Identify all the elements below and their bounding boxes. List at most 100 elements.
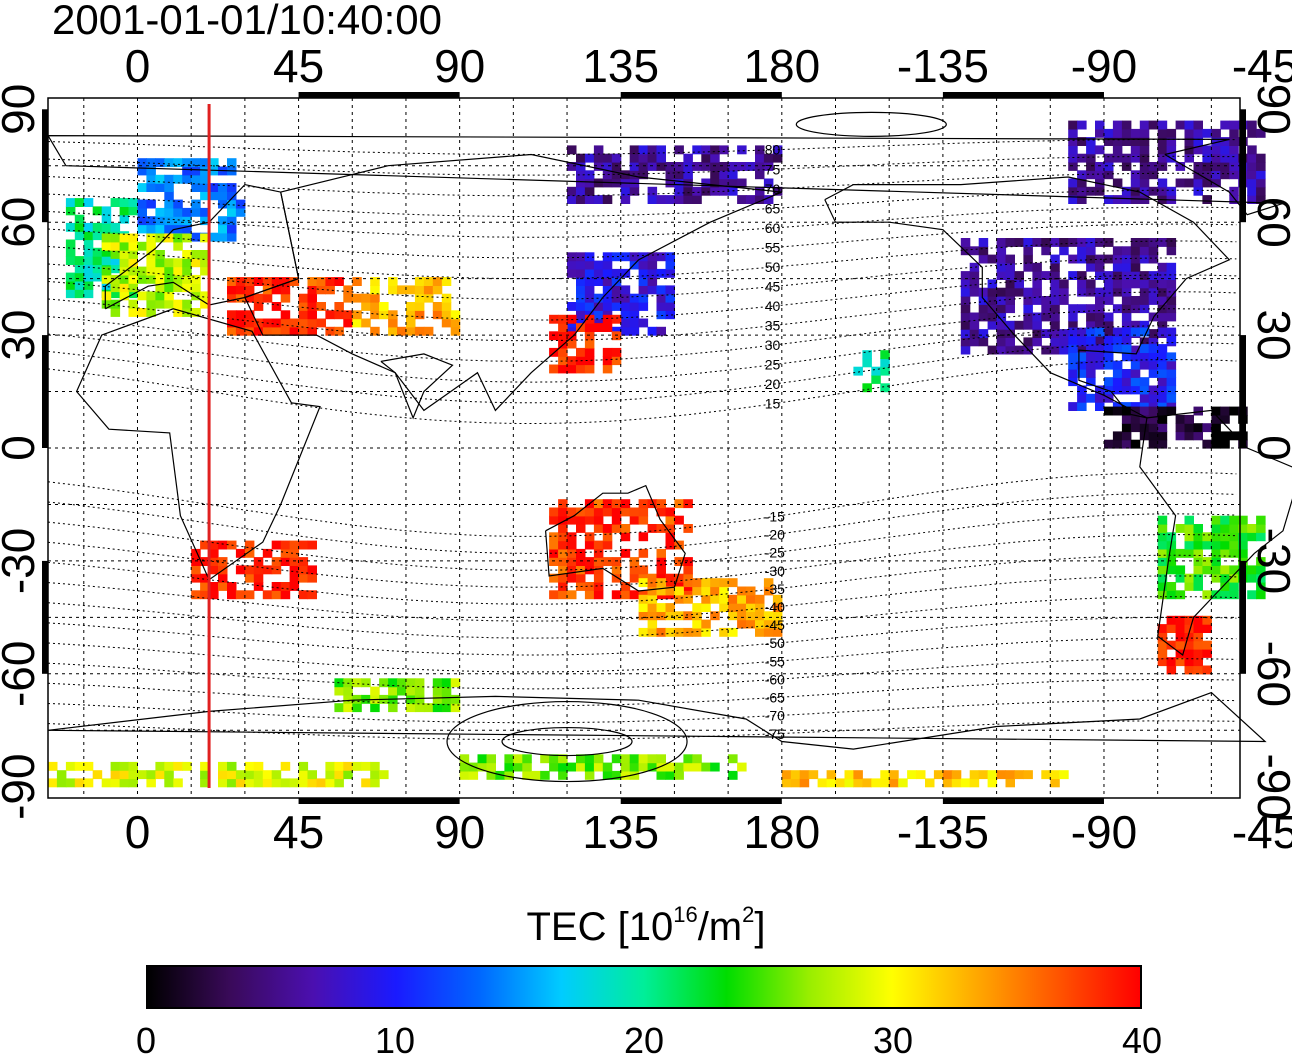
tec-cell xyxy=(191,232,201,242)
tec-cell xyxy=(200,158,210,168)
tec-cell xyxy=(1184,657,1194,667)
tec-cell xyxy=(262,293,273,303)
tec-cell xyxy=(1220,565,1230,575)
tec-cell xyxy=(1220,120,1230,130)
tec-cell xyxy=(1256,590,1266,600)
tec-cell xyxy=(1247,590,1257,600)
tec-cell xyxy=(200,258,210,268)
tec-cell xyxy=(1184,615,1194,625)
tec-cell xyxy=(209,232,219,242)
tec-cell xyxy=(164,183,174,192)
tec-cell xyxy=(101,266,112,276)
tec-cell xyxy=(1086,287,1096,297)
tec-cell xyxy=(227,326,237,336)
tec-cell xyxy=(1068,320,1078,330)
tec-cell xyxy=(602,540,613,550)
tec-cell xyxy=(665,524,675,533)
tec-cell xyxy=(1247,178,1257,188)
tec-cell xyxy=(746,603,756,612)
tec-cell xyxy=(191,174,201,184)
tec-cell xyxy=(746,162,756,171)
tec-cell xyxy=(1157,439,1168,449)
tec-cell xyxy=(191,291,201,301)
tec-cell xyxy=(1166,657,1177,667)
tec-cell xyxy=(1238,532,1248,542)
tec-cell xyxy=(567,195,577,204)
tec-cell xyxy=(638,578,649,588)
tec-cell xyxy=(844,770,854,780)
tec-cell xyxy=(1148,287,1159,297)
tec-cell xyxy=(164,216,174,226)
contour-line xyxy=(47,308,1237,362)
tec-cell xyxy=(343,770,353,780)
tec-cell xyxy=(692,619,702,629)
tec-cell xyxy=(343,318,353,328)
tec-cell xyxy=(629,565,640,575)
tec-cell xyxy=(576,268,586,278)
tec-cell xyxy=(65,198,76,207)
tec-cell xyxy=(1112,137,1123,146)
y-tick-label-right: -30 xyxy=(1248,528,1292,594)
tec-cell xyxy=(1095,312,1105,322)
tec-cell xyxy=(629,186,640,196)
tec-cell xyxy=(1068,344,1078,353)
tec-cell xyxy=(343,293,353,303)
tec-cell xyxy=(1202,649,1212,658)
tec-cell xyxy=(1112,327,1123,337)
tec-cell xyxy=(683,590,693,600)
tec-cell xyxy=(1068,238,1078,247)
tec-cell xyxy=(772,611,783,621)
tec-region xyxy=(853,350,890,393)
tec-cell xyxy=(960,287,971,297)
tec-cell xyxy=(674,178,684,188)
tec-cell xyxy=(611,573,622,583)
tec-region xyxy=(567,145,783,204)
tec-cell xyxy=(656,507,666,517)
tec-cell xyxy=(200,174,210,184)
tec-cell xyxy=(406,326,416,336)
tec-cell xyxy=(1095,304,1105,314)
tec-cell xyxy=(558,590,568,600)
tec-cell xyxy=(1247,195,1257,204)
tec-cell xyxy=(1104,170,1114,180)
tec-cell xyxy=(298,310,309,320)
tec-cell xyxy=(978,329,989,338)
tec-cell xyxy=(74,264,85,274)
tec-cell xyxy=(629,573,640,583)
tec-cell xyxy=(1050,287,1060,297)
tec-cell xyxy=(271,590,282,600)
tec-cell xyxy=(83,256,94,265)
tec-cell xyxy=(620,532,631,542)
tec-cell xyxy=(602,762,613,772)
tec-cell xyxy=(146,770,156,780)
tec-cell xyxy=(1247,120,1257,130)
tec-cell xyxy=(1139,178,1150,188)
tec-cell xyxy=(996,337,1007,347)
tec-cell xyxy=(450,678,461,688)
tec-cell xyxy=(576,762,586,772)
tec-cell xyxy=(1229,431,1239,441)
tec-cell xyxy=(244,540,255,550)
tec-cell xyxy=(477,762,487,772)
tec-cell xyxy=(602,499,613,509)
tec-cell xyxy=(1086,137,1096,146)
tec-cell xyxy=(173,266,183,276)
tec-cell xyxy=(146,216,156,226)
tec-cell xyxy=(755,611,765,621)
tec-cell xyxy=(746,611,756,621)
tec-cell xyxy=(969,312,980,322)
tec-cell xyxy=(1148,337,1159,347)
tec-cell xyxy=(576,252,586,262)
tec-cell xyxy=(307,770,317,780)
tec-cell xyxy=(584,323,595,332)
tec-cell xyxy=(182,207,192,217)
tec-cell xyxy=(1247,565,1257,575)
tec-cell xyxy=(65,761,76,771)
tec-cell xyxy=(1220,431,1230,441)
tec-cell xyxy=(235,590,246,600)
contour-label: -15 xyxy=(765,508,785,524)
tec-cell xyxy=(996,296,1007,305)
tec-cell xyxy=(1121,385,1132,395)
tec-cell xyxy=(1077,279,1087,289)
y-tick-label-left: 60 xyxy=(0,197,44,248)
